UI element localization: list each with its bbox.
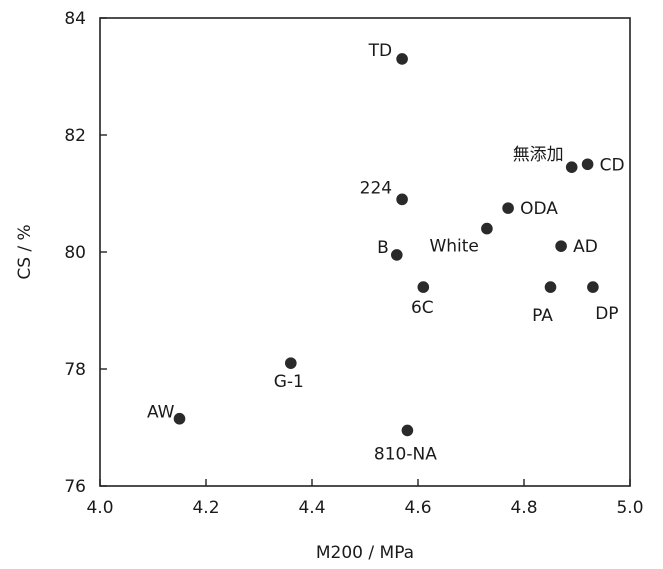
point-label: CD (600, 155, 625, 175)
data-point (396, 193, 408, 206)
point-label: AD (573, 237, 598, 257)
y-axis-title: CS / % (15, 224, 35, 279)
point-label: PA (532, 306, 553, 326)
x-tick-label: 4.6 (404, 498, 431, 518)
point-label: TD (368, 41, 392, 61)
point-label: 無添加 (513, 145, 564, 165)
point-label: AW (147, 403, 175, 423)
data-points (173, 53, 599, 437)
x-tick-label: 5.0 (616, 498, 643, 518)
point-label: ODA (520, 199, 558, 219)
data-point (173, 412, 186, 425)
x-tick-label: 4.8 (510, 498, 537, 518)
data-point (401, 424, 414, 437)
x-axis-ticks: 4.0 4.2 4.4 4.6 4.8 5.0 (86, 479, 644, 518)
x-tick-label: 4.2 (192, 498, 219, 518)
data-point (555, 240, 567, 252)
y-tick-label: 84 (64, 9, 86, 29)
data-point (581, 158, 594, 171)
y-tick-label: 78 (64, 360, 86, 380)
point-label: G-1 (274, 372, 304, 392)
x-tick-label: 4.4 (298, 498, 325, 518)
point-label: 6C (411, 298, 434, 318)
point-label: B (377, 238, 389, 258)
y-tick-label: 80 (64, 243, 86, 263)
data-point (391, 249, 403, 261)
point-label: DP (595, 304, 618, 324)
x-axis-title: M200 / MPa (316, 543, 414, 563)
y-tick-label: 82 (64, 126, 86, 146)
point-label: White (429, 237, 478, 257)
data-point (565, 161, 578, 173)
y-axis-ticks: 76 78 80 82 84 (64, 9, 107, 497)
data-point (587, 281, 599, 293)
data-point (417, 281, 430, 293)
point-label: 224 (360, 178, 392, 198)
data-point (481, 222, 493, 235)
y-tick-label: 76 (64, 477, 86, 497)
point-labels: TD 無添加 CD 224 ODA White AD B 6C PA DP G-1 AW 810-NA (147, 41, 625, 464)
data-point (396, 53, 408, 65)
point-label: 810-NA (374, 444, 437, 464)
x-tick-label: 4.0 (86, 498, 113, 518)
data-point (502, 202, 514, 214)
data-point (544, 281, 557, 293)
data-point (285, 357, 297, 369)
